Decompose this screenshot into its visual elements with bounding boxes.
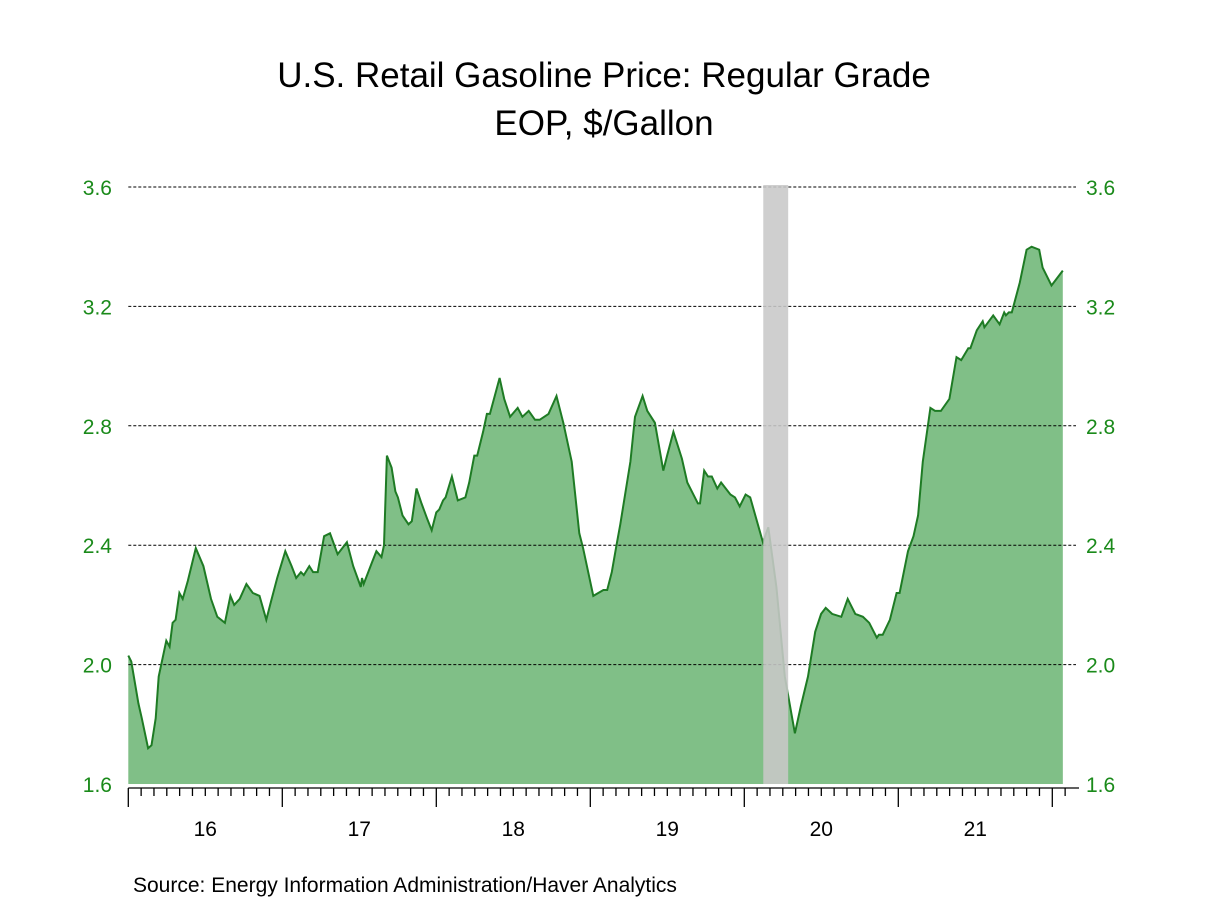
y-tick-label-right: 3.6 xyxy=(1086,177,1115,200)
x-tick-label: 16 xyxy=(194,818,217,841)
y-tick-label-right: 2.4 xyxy=(1086,535,1116,558)
y-tick-label-left: 1.6 xyxy=(83,774,112,797)
series-area xyxy=(128,246,1063,784)
y-tick-label-left: 2.8 xyxy=(83,416,112,439)
y-tick-label-left: 2.0 xyxy=(83,655,112,678)
x-tick-label: 18 xyxy=(502,818,525,841)
y-tick-label-left: 2.4 xyxy=(83,535,113,558)
y-tick-label-right: 3.2 xyxy=(1086,296,1115,319)
series-line xyxy=(127,245,1064,751)
x-tick-label: 21 xyxy=(964,818,987,841)
x-tick-label: 20 xyxy=(810,818,833,841)
recession-shading xyxy=(763,185,789,784)
y-tick-label-left: 3.2 xyxy=(83,296,112,319)
y-tick-label-right: 2.0 xyxy=(1086,655,1115,678)
x-tick-label: 19 xyxy=(656,818,679,841)
x-tick-label: 17 xyxy=(348,818,371,841)
y-tick-label-left: 3.6 xyxy=(83,177,112,200)
chart-subtitle: EOP, $/Gallon xyxy=(494,104,714,143)
source-note: Source: Energy Information Administratio… xyxy=(133,874,677,897)
y-tick-label-right: 1.6 xyxy=(1086,774,1115,797)
y-tick-label-right: 2.8 xyxy=(1086,416,1115,439)
chart-title: U.S. Retail Gasoline Price: Regular Grad… xyxy=(277,56,931,95)
